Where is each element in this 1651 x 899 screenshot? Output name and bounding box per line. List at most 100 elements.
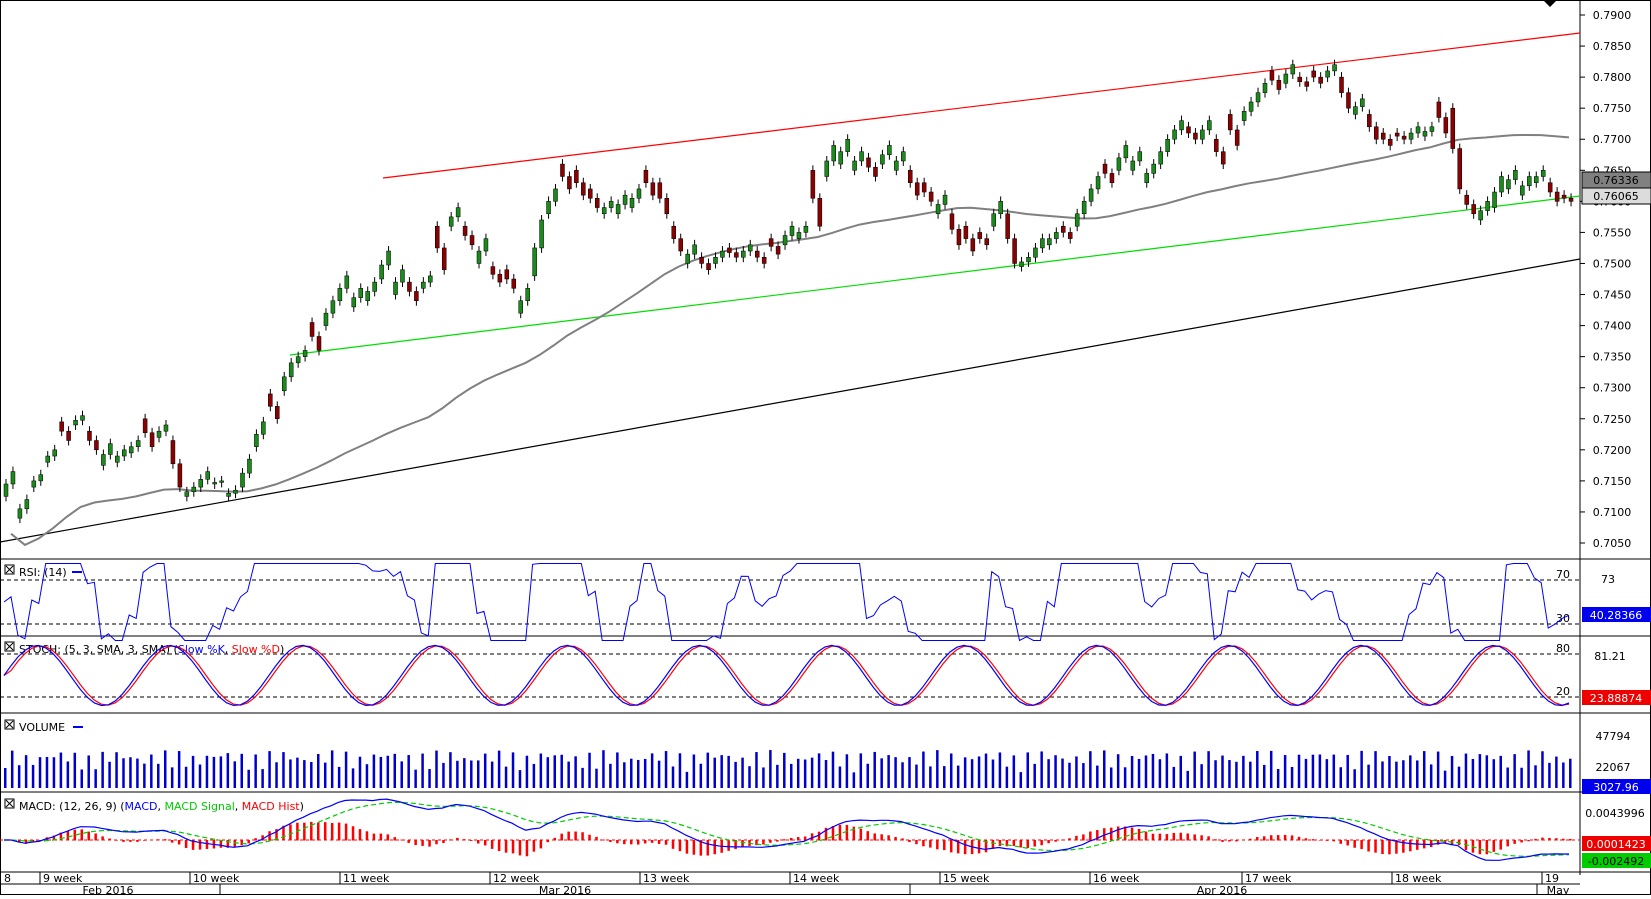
- stoch-title: STOCH: (5, 3, SMA, 3, SMA) (Slow %K, Slo…: [19, 643, 284, 656]
- macd-close-icon[interactable]: [4, 798, 15, 809]
- stoch-value-box: [1582, 690, 1651, 705]
- macd-hist-bar: [1318, 840, 1322, 841]
- price-tick-label: 0.7550: [1593, 226, 1632, 239]
- volume-bar: [1478, 754, 1482, 788]
- macd-hist-bar: [796, 837, 800, 841]
- candle-body: [302, 350, 308, 357]
- candle-body: [574, 170, 579, 183]
- volume-bar: [497, 750, 501, 788]
- stoch-close-icon[interactable]: [4, 641, 15, 652]
- volume-bar: [741, 757, 744, 788]
- volume-bar: [657, 760, 661, 788]
- macd-hist-bar: [915, 840, 918, 845]
- month-label-apr: Apr 2016: [1197, 884, 1248, 895]
- macd-hist-bar: [226, 840, 230, 848]
- candle-body: [1151, 163, 1156, 174]
- macd-hist-bar: [616, 840, 619, 844]
- macd-hist-bar: [943, 840, 946, 851]
- macd-hist-bar: [463, 839, 466, 841]
- macd-signal-line: [4, 801, 1570, 857]
- macd-hist-bar: [400, 839, 403, 841]
- candle-body: [942, 194, 948, 205]
- rsi-close-icon[interactable]: [4, 564, 15, 575]
- macd-hist-bar: [66, 831, 70, 841]
- volume-axis-47794: 47794: [1596, 730, 1631, 743]
- volume-bar: [880, 758, 883, 788]
- volume-bar: [929, 766, 932, 788]
- stoch-axis-81: 81.21: [1594, 650, 1626, 663]
- volume-bar: [38, 757, 42, 788]
- candle-body: [73, 420, 78, 426]
- black-trendline: [0, 258, 1581, 543]
- macd-hist-bar: [275, 829, 278, 841]
- candle-body: [1290, 64, 1296, 75]
- candle-body: [1081, 201, 1087, 215]
- candle-body: [553, 188, 558, 202]
- candle-body: [977, 232, 983, 239]
- macd-hist-bar: [525, 840, 529, 857]
- volume-bar: [1144, 755, 1148, 788]
- candle-body: [1443, 117, 1449, 134]
- candle-body: [1318, 76, 1323, 84]
- volume-value: 3027.96: [1593, 781, 1639, 794]
- volume-title: VOLUME: [19, 721, 65, 734]
- scroll-arrow-icon[interactable]: [1543, 0, 1557, 7]
- candle-body: [1339, 76, 1344, 93]
- macd-hist-bar: [630, 840, 633, 845]
- volume-bar: [150, 754, 153, 788]
- month-label-feb: Feb 2016: [83, 884, 134, 895]
- price-tick-label: 0.7350: [1593, 351, 1632, 364]
- macd-hist-bar: [1109, 827, 1113, 841]
- volume-bar: [734, 761, 737, 788]
- candle-body: [914, 182, 920, 196]
- volume-close-icon[interactable]: [4, 719, 15, 730]
- macd-hist-bar: [643, 840, 647, 844]
- candle-body: [219, 480, 224, 483]
- volume-bar: [1012, 755, 1016, 788]
- volume-bar: [643, 758, 647, 788]
- candle-body: [692, 244, 697, 255]
- candle-body: [1269, 70, 1275, 81]
- week-label-8: 8: [4, 872, 11, 885]
- volume-bar: [720, 755, 723, 788]
- candle-body: [727, 247, 732, 253]
- candle-body: [525, 288, 530, 301]
- candle-body: [1283, 73, 1289, 84]
- volume-bar: [463, 758, 466, 788]
- macd-hist-bar: [1130, 827, 1134, 841]
- volume-bar: [330, 750, 334, 788]
- macd-hist-bar: [901, 838, 904, 841]
- macd-value-pos-box: [1582, 836, 1651, 851]
- volume-bar: [1179, 755, 1183, 788]
- macd-line: [4, 798, 1569, 861]
- rsi-title: RSI: (14): [19, 566, 67, 579]
- price-tick-label: 0.7150: [1593, 475, 1632, 488]
- candle-body: [156, 430, 162, 438]
- candle-body: [1248, 101, 1254, 112]
- candle-body: [435, 225, 440, 249]
- candle-body: [1095, 176, 1101, 190]
- macd-hist-bar: [323, 822, 327, 841]
- week-label-14: 14 week: [793, 872, 840, 885]
- volume-bar: [650, 753, 654, 788]
- macd-hist-bar: [734, 840, 737, 850]
- volume-bar: [1089, 751, 1092, 788]
- candle-body: [845, 138, 850, 152]
- volume-bar: [1457, 766, 1461, 788]
- macd-hist-bar: [233, 840, 237, 848]
- volume-bar: [1429, 764, 1433, 788]
- macd-value-pos: 0.0001423: [1586, 838, 1646, 851]
- candle-body: [1471, 204, 1476, 215]
- candle-body: [121, 449, 127, 457]
- volume-bar: [1214, 760, 1217, 788]
- candle-body: [761, 257, 767, 264]
- volume-bar: [1137, 758, 1141, 788]
- volume-bar: [1256, 751, 1259, 788]
- price-tick-label: 0.7050: [1593, 537, 1632, 550]
- volume-bar: [1506, 767, 1509, 788]
- candle-body: [1241, 111, 1247, 121]
- candle-body: [163, 424, 169, 432]
- macd-hist-bar: [1207, 836, 1210, 841]
- volume-bar: [970, 759, 974, 788]
- macd-hist-bar: [1061, 839, 1064, 841]
